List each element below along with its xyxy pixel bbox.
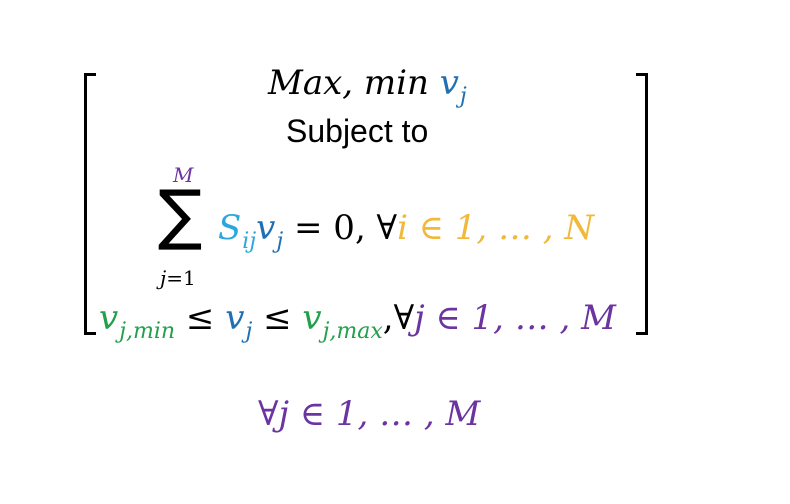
outer-quantifier: ∀j ∈ 1, … , M <box>258 397 480 431</box>
flux-subscript: j <box>276 229 284 254</box>
objective-row: Max, min vj <box>268 63 467 108</box>
right-bracket <box>636 73 648 335</box>
outer-index-range: j ∈ 1, … , M <box>278 394 481 434</box>
outer-forall-symbol: ∀ <box>258 394 279 434</box>
equals-zero-forall: = 0, ∀ <box>283 208 398 248</box>
lower-bound-subscript: j,min <box>119 319 176 344</box>
objective-variable-subscript: j <box>459 84 467 109</box>
summation-lower-limit: j=1 <box>160 266 196 290</box>
bounded-flux-subscript: j <box>245 319 253 344</box>
summation-upper-limit: M <box>173 163 194 187</box>
subject-to-label: Subject to <box>286 113 429 149</box>
summation-lower-rest: =1 <box>166 266 196 290</box>
objective-prefix: Max, min <box>268 63 440 103</box>
metabolite-index-range: i ∈ 1, … , N <box>397 208 595 248</box>
upper-bound-subscript: j,max <box>322 319 383 344</box>
summation-sigma-symbol: ∑ <box>158 176 203 253</box>
lower-bound-variable: v <box>99 298 119 338</box>
bounded-flux-variable: v <box>225 298 245 338</box>
leq-symbol-2: ≤ <box>252 298 303 338</box>
mass-balance-constraint: Sijvj = 0, ∀i ∈ 1, … , N <box>218 208 595 253</box>
reaction-index-range: j ∈ 1, … , M <box>414 298 616 338</box>
summation-lower-variable: j <box>160 266 167 290</box>
stoichiometric-subscript: ij <box>242 229 257 254</box>
flux-variable: v <box>256 208 276 248</box>
bounds-forall: ,∀ <box>382 298 415 338</box>
leq-symbol-1: ≤ <box>175 298 226 338</box>
objective-variable: v <box>439 63 459 103</box>
upper-bound-variable: v <box>302 298 322 338</box>
stoichiometric-coefficient: S <box>218 208 242 248</box>
left-bracket <box>84 73 96 335</box>
flux-bounds-constraint: vj,min ≤ vj ≤ vj,max,∀j ∈ 1, … , M <box>99 298 616 343</box>
